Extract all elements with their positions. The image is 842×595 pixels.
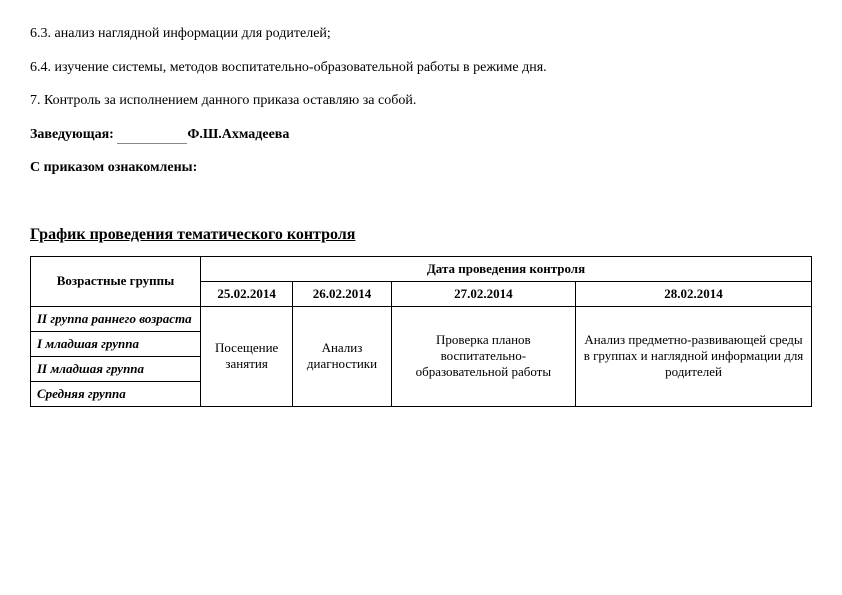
row-label-2: I младшая группа	[31, 331, 201, 356]
table-header-row-1: Возрастные группы Дата проведения контро…	[31, 256, 812, 281]
paragraph-6-4: 6.4. изучение системы, методов воспитате…	[30, 58, 812, 78]
cell-col2-merged: Анализ диагностики	[293, 306, 391, 406]
schedule-table: Возрастные группы Дата проведения контро…	[30, 256, 812, 407]
header-date-4: 28.02.2014	[576, 281, 812, 306]
signature-underline	[117, 130, 187, 144]
signature-line: Заведующая: Ф.Ш.Ахмадеева	[30, 125, 812, 145]
cell-col4-merged: Анализ предметно-развивающей среды в гру…	[576, 306, 812, 406]
row-label-3: II младшая группа	[31, 356, 201, 381]
signature-name: Ф.Ш.Ахмадеева	[187, 127, 289, 142]
header-date-3: 27.02.2014	[391, 281, 575, 306]
table-row: II группа раннего возраста Посещение зан…	[31, 306, 812, 331]
header-date-1: 25.02.2014	[201, 281, 293, 306]
header-age-groups: Возрастные группы	[31, 256, 201, 306]
signature-label: Заведующая:	[30, 127, 117, 142]
row-label-1: II группа раннего возраста	[31, 306, 201, 331]
row-label-4: Средняя группа	[31, 381, 201, 406]
paragraph-6-3: 6.3. анализ наглядной информации для род…	[30, 24, 812, 44]
cell-col3-merged: Проверка планов воспитательно-образовате…	[391, 306, 575, 406]
paragraph-7: 7. Контроль за исполнением данного прика…	[30, 91, 812, 111]
header-dates-span: Дата проведения контроля	[201, 256, 812, 281]
acknowledged-label: С приказом ознакомлены:	[30, 158, 812, 178]
schedule-heading: График проведения тематического контроля	[30, 226, 812, 244]
cell-col1-merged: Посещение занятия	[201, 306, 293, 406]
header-date-2: 26.02.2014	[293, 281, 391, 306]
